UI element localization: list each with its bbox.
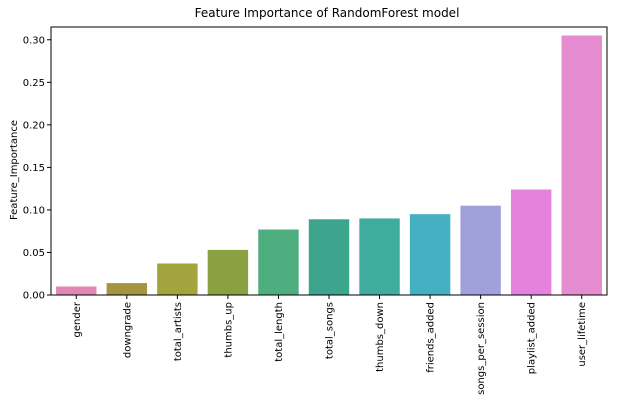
y-axis-label: Feature_Importance: [9, 120, 20, 220]
bar-friends-added: [409, 214, 451, 295]
x-tick-label: thumbs_down: [375, 302, 386, 372]
y-tick-label: 0.25: [23, 78, 45, 89]
chart-title: Feature Importance of RandomForest model: [195, 6, 460, 20]
bars-group: [56, 35, 602, 296]
bar-thumbs-down: [359, 218, 400, 295]
bar-total-songs: [308, 219, 350, 295]
y-tick-label: 0.10: [23, 205, 45, 216]
y-tick-label: 0.00: [23, 291, 45, 302]
x-tick-label: total_length: [274, 302, 285, 362]
y-tick-label: 0.30: [23, 35, 45, 46]
x-tick-label: total_songs: [325, 302, 336, 359]
x-tick-label: gender: [72, 301, 83, 337]
x-tick-label: total_artists: [173, 302, 184, 361]
y-tick-label: 0.05: [23, 248, 45, 259]
x-tick-label: user_lifetime: [577, 302, 588, 367]
bar-downgrade: [106, 283, 148, 295]
x-tick-label: friends_added: [426, 302, 437, 373]
bar-user-lifetime: [561, 35, 602, 296]
bar-total-artists: [157, 263, 198, 295]
bar-gender: [56, 286, 97, 295]
y-axis: 0.00 0.05 0.10 0.15 0.20 0.25 0.30: [23, 35, 51, 302]
x-tick-label: downgrade: [122, 302, 133, 358]
x-tick-label: songs_per_session: [476, 302, 487, 395]
x-axis: gender downgrade total_artists thumbs_up tot…: [72, 295, 588, 395]
bar-playlist-added: [510, 189, 552, 295]
plot-frame: [50, 26, 608, 296]
bar-total-length: [258, 229, 299, 295]
y-tick-label: 0.20: [23, 120, 45, 131]
bar-thumbs-up: [207, 249, 249, 295]
bar-songs-per-session: [460, 205, 501, 295]
y-tick-label: 0.15: [23, 163, 45, 174]
x-tick-label: thumbs_up: [223, 302, 234, 358]
x-tick-label: playlist_added: [527, 302, 538, 374]
